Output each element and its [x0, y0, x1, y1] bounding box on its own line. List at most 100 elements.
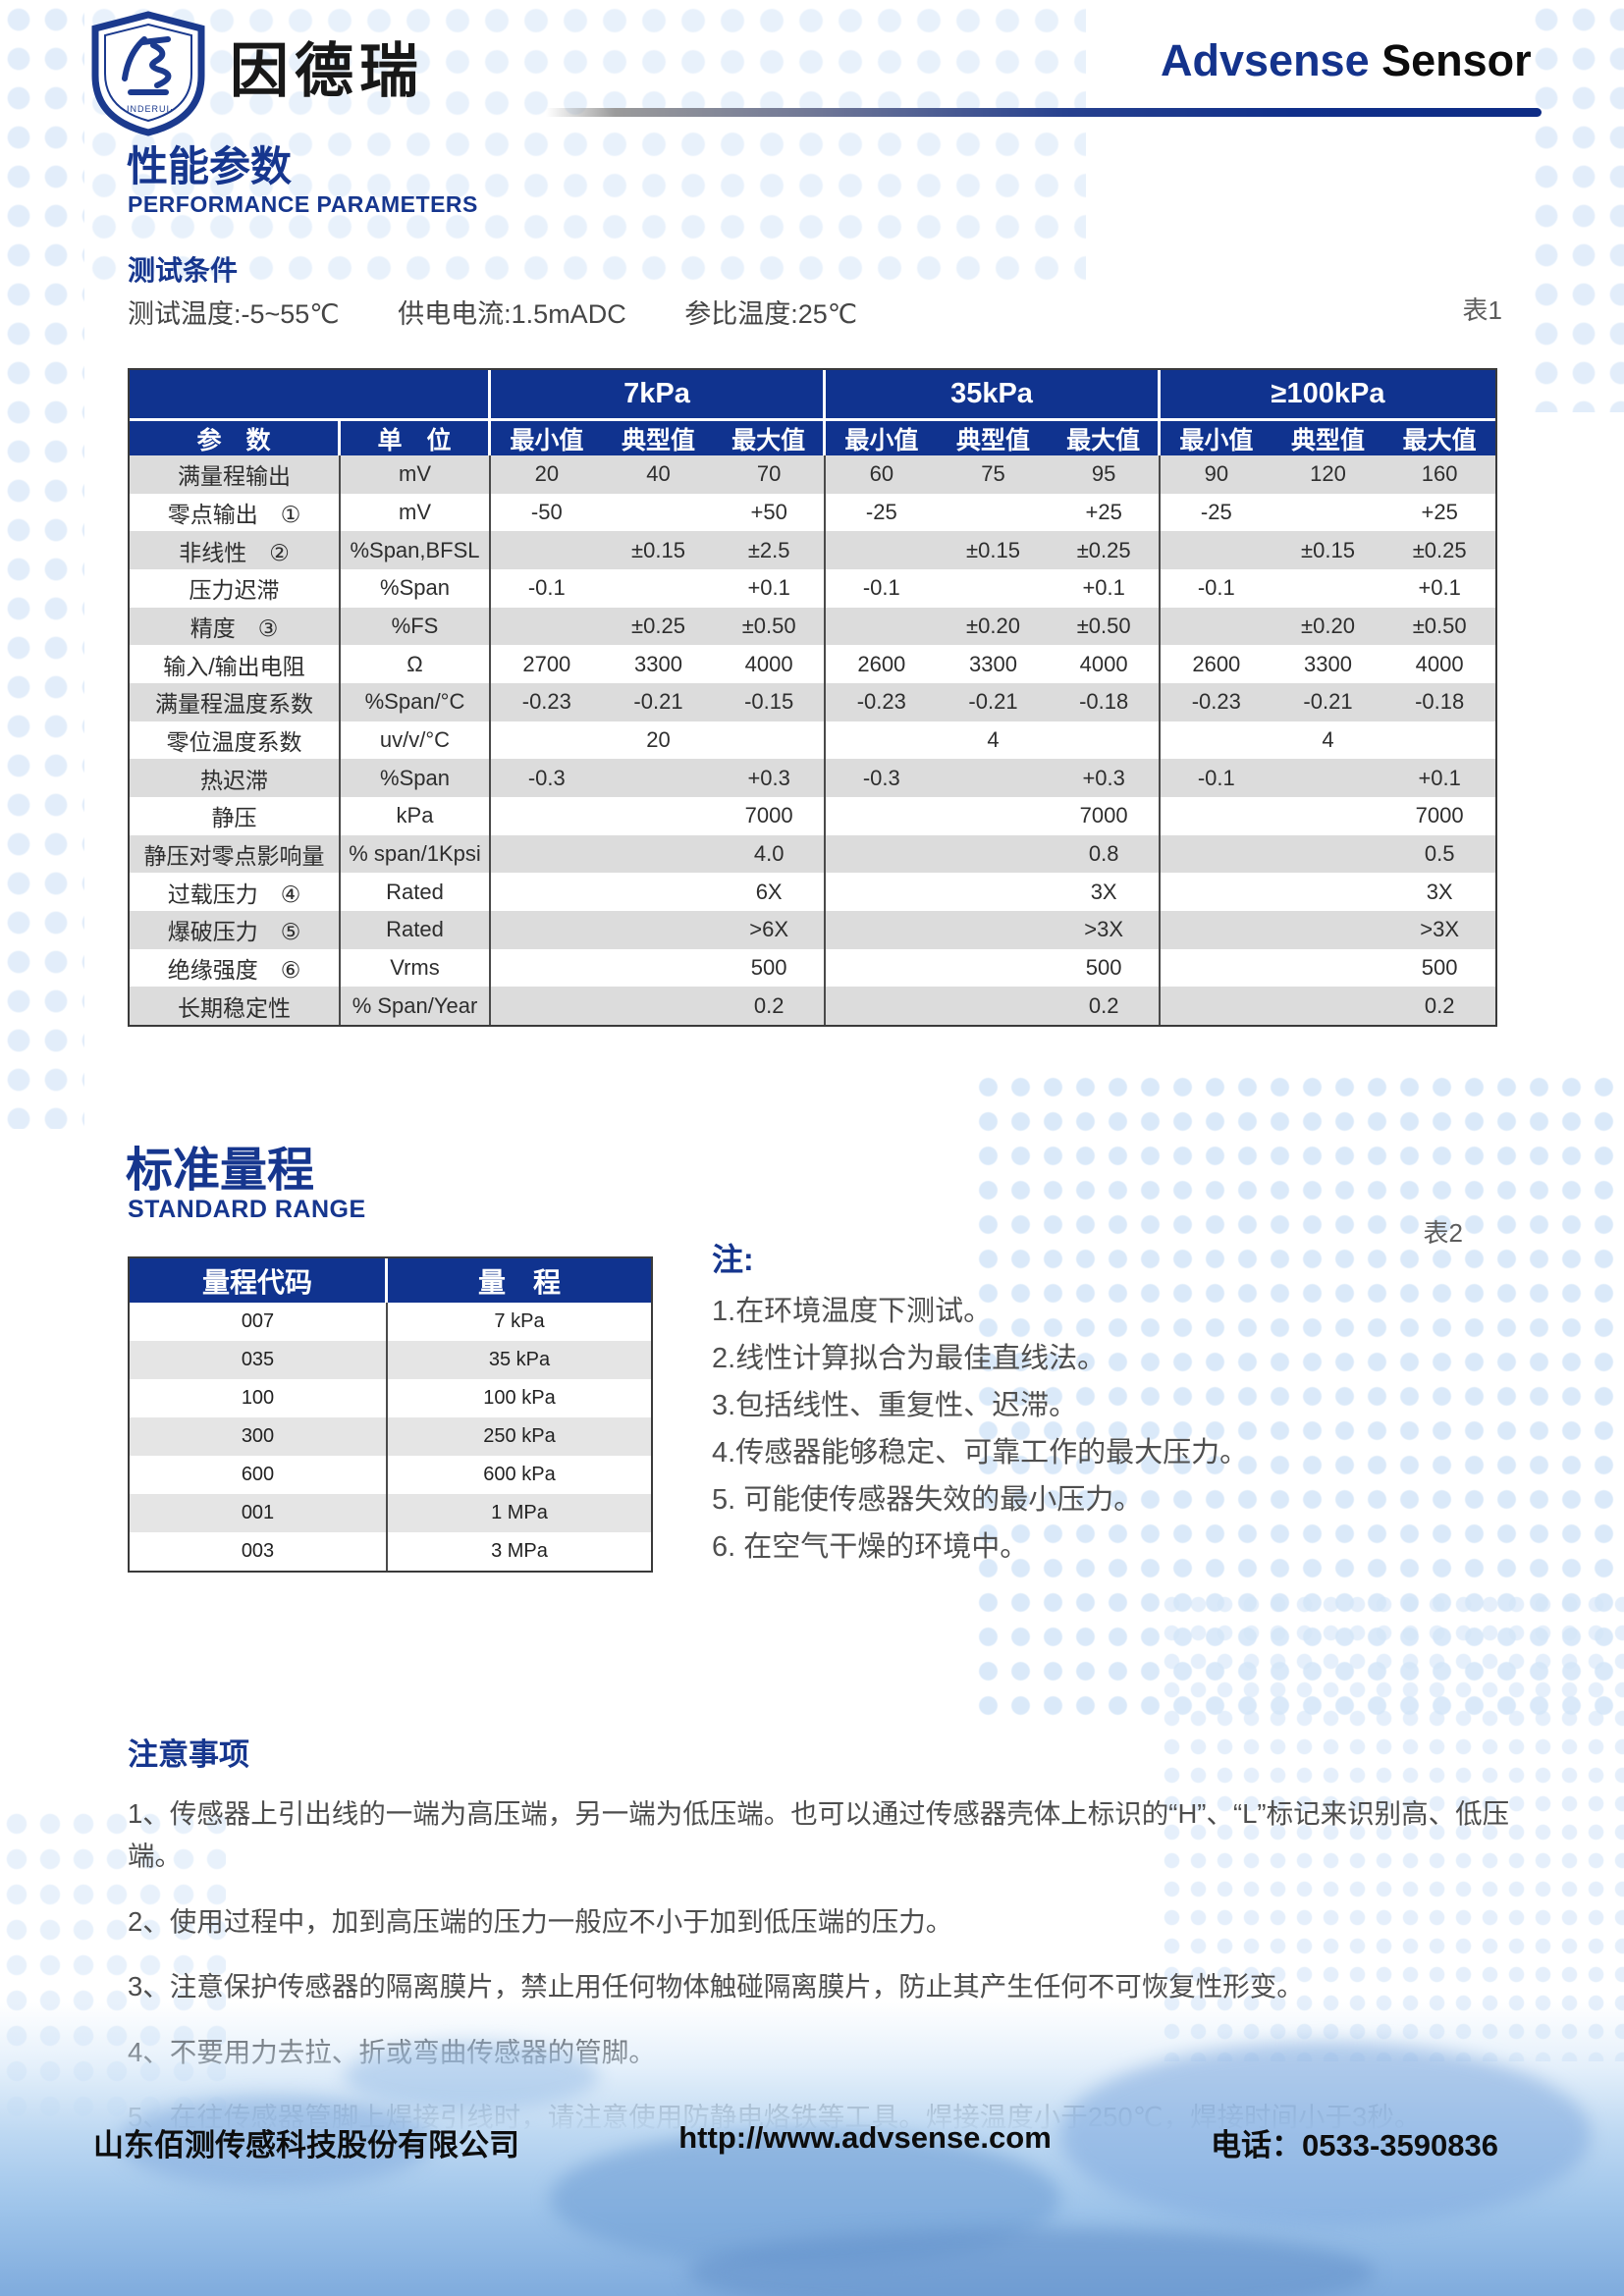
value-cell: [491, 608, 603, 646]
value-cell: [826, 531, 938, 569]
value-cell: -0.21: [633, 689, 683, 715]
table-row: 绝缘强度 ⑥ Vrms 500 500 500: [130, 948, 1495, 988]
subheader-typ: 典型值: [955, 426, 1030, 454]
table-row: 精度 ③ %FS ±0.25 ±0.50 ±0.20 ±0.50 ±0.20 ±0.50: [130, 607, 1495, 646]
value-cell: 3300: [1304, 651, 1352, 676]
subheader-min: 最小值: [844, 426, 919, 454]
range-table: 量程代码 量 程 007 7 kPa 035 35 kPa 100 100 kPa 300 2…: [128, 1256, 653, 1573]
value-cell: 4000: [714, 645, 826, 683]
table-row: 静压 kPa 7000 7000 7000: [130, 796, 1495, 835]
table-row: 001 1 MPa: [130, 1494, 651, 1532]
value-cell: ±0.50: [714, 607, 826, 646]
value-cell: 500: [1421, 954, 1458, 980]
value-cell: [938, 759, 1050, 797]
value-cell: [603, 835, 715, 874]
value-cell: [938, 873, 1050, 911]
unit-cell: Ω: [341, 645, 491, 683]
test-conditions-heading: 测试条件: [128, 255, 239, 286]
unit-cell: Rated: [341, 873, 491, 911]
caution-item: 3、注意保护传感器的隔离膜片，禁止用任何物体触碰隔离膜片，防止其产生任何不可恢复…: [128, 1971, 1304, 2002]
param-cell: 非线性 ②: [130, 531, 341, 569]
value-cell: [714, 721, 826, 760]
value-cell: -0.23: [1191, 689, 1241, 715]
value-cell: 4.0: [714, 834, 826, 874]
parameters-table-body: 满量程输出 mV 20 40 70 60 75 95 90 120 160 零点输出 ① mV -50 +5…: [130, 455, 1495, 1025]
unit-cell: %Span/°C: [341, 682, 491, 721]
value-cell: ±0.50: [1049, 607, 1161, 646]
value-cell: [1161, 531, 1272, 569]
unit-cell: uv/v/°C: [341, 721, 491, 760]
value-cell: -0.1: [1197, 575, 1235, 601]
value-cell: >3X: [1420, 917, 1460, 942]
value-cell: 90: [1204, 461, 1229, 487]
value-cell: [603, 911, 715, 949]
value-cell: [603, 987, 715, 1025]
value-cell: [826, 911, 938, 949]
param-cell: 精度 ③: [130, 607, 341, 646]
value-cell: 7000: [714, 796, 826, 835]
value-cell: +0.3: [714, 759, 826, 797]
value-cell: 2600: [1192, 651, 1241, 676]
range-code-cell: 100: [130, 1379, 388, 1417]
param-header-cell: 参 数: [130, 421, 341, 455]
value-cell: [491, 531, 603, 569]
value-cell: 20: [534, 461, 560, 487]
dot-pattern: [0, 0, 84, 1129]
range-table-body: 007 7 kPa 035 35 kPa 100 100 kPa 300 250 kPa 600…: [130, 1303, 651, 1571]
footer-band: 山东佰测传感科技股份有限公司 http://www.advsense.com 电…: [0, 2002, 1624, 2296]
range-code-cell: 003: [130, 1532, 388, 1571]
value-cell: [491, 949, 603, 988]
value-cell: ±2.5: [714, 531, 826, 569]
value-cell: 4: [987, 726, 1000, 752]
table-row: 过载压力 ④ Rated 6X 3X 3X: [130, 873, 1495, 911]
unit-cell: %Span: [341, 759, 491, 797]
range-code-cell: 300: [130, 1417, 388, 1456]
value-cell: [603, 873, 715, 911]
unit-cell: % Span/Year: [341, 987, 491, 1025]
brand-name-en: Advsense Sensor: [1161, 35, 1532, 86]
value-cell: [1272, 797, 1384, 835]
value-cell: 500: [1049, 948, 1161, 988]
logo-inner-text: ·INDERUI·: [123, 104, 174, 114]
range-code-cell: 007: [130, 1303, 388, 1341]
note-item: 4.传感器能够稳定、可靠工作的最大压力。: [712, 1437, 1249, 1468]
note-item: 3.包括线性、重复性、迟滞。: [712, 1390, 1078, 1421]
value-cell: -0.1: [862, 575, 900, 601]
value-cell: 0.2: [1049, 987, 1161, 1025]
subheader-min: 最小值: [510, 426, 584, 454]
value-cell: [1272, 569, 1384, 608]
table-row: 热迟滞 %Span -0.3 +0.3 -0.3 +0.3 -0.1 +0.1: [130, 759, 1495, 797]
param-cell: 绝缘强度 ⑥: [130, 948, 341, 988]
value-cell: [1161, 949, 1272, 988]
value-cell: ±0.20: [966, 613, 1020, 638]
value-cell: [938, 835, 1050, 874]
value-cell: 7000: [1415, 803, 1464, 828]
value-cell: [826, 797, 938, 835]
value-cell: [938, 797, 1050, 835]
value-cell: [491, 987, 603, 1025]
group-header-7kpa: 7kPa: [491, 370, 826, 421]
section-title-range-cn: 标准量程: [126, 1145, 315, 1197]
footer-text-row: 山东佰测传感科技股份有限公司 http://www.advsense.com 电…: [0, 2120, 1624, 2164]
value-cell: 120: [1310, 461, 1346, 487]
notes-heading: 注:: [712, 1242, 754, 1277]
value-cell: 3300: [634, 651, 682, 676]
value-cell: ±0.25: [1049, 531, 1161, 569]
value-cell: [491, 797, 603, 835]
value-cell: -0.18: [1415, 689, 1465, 715]
value-cell: [603, 797, 715, 835]
footer-website[interactable]: http://www.advsense.com: [678, 2120, 1052, 2155]
range-header: 量 程: [477, 1266, 561, 1298]
table-row: 007 7 kPa: [130, 1303, 651, 1341]
value-cell: -0.1: [1197, 765, 1235, 790]
range-code-cell: 600: [130, 1456, 388, 1494]
value-cell: 0.2: [714, 987, 826, 1025]
group-header-35kpa: 35kPa: [826, 370, 1161, 421]
range-value-cell: 600 kPa: [483, 1464, 556, 1485]
value-cell: [1272, 911, 1384, 949]
table-row: 零位温度系数 uv/v/°C 20 4 4: [130, 721, 1495, 760]
value-cell: -25: [865, 499, 897, 524]
unit-cell: kPa: [341, 796, 491, 835]
value-cell: 60: [869, 461, 894, 487]
value-cell: 7000: [1049, 796, 1161, 835]
